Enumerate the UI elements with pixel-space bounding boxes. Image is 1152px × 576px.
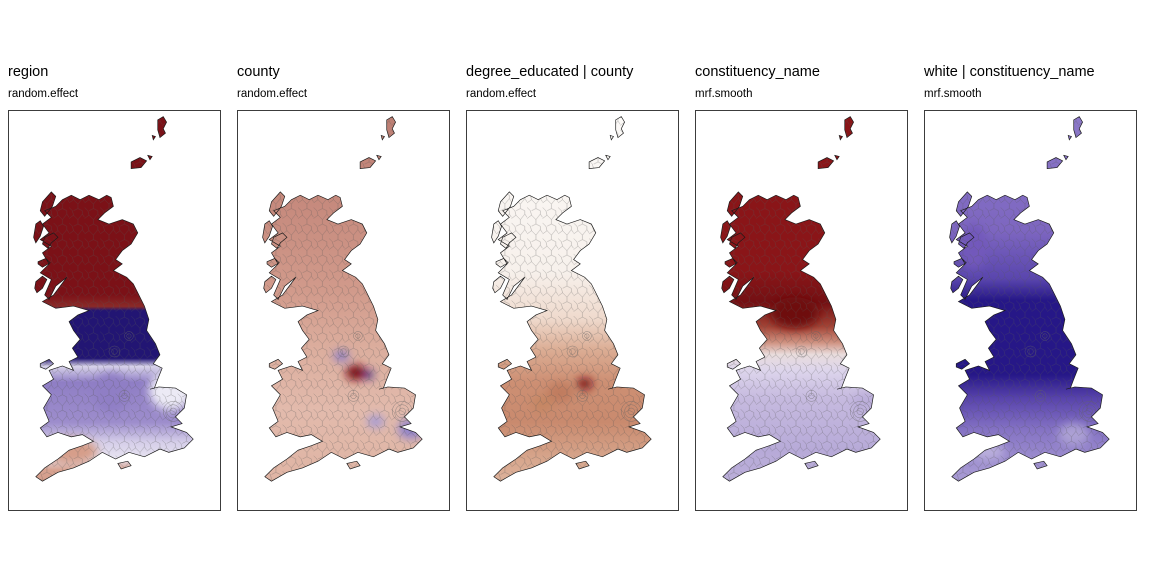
choropleth-map — [33, 115, 194, 482]
panel-subtitle: mrf.smooth — [695, 88, 753, 100]
constituency-boundaries — [33, 116, 194, 482]
map-panel-region: region random.effect — [8, 64, 221, 511]
panel-subtitle: random.effect — [237, 88, 308, 100]
panel-title: white | constituency_name — [924, 64, 1095, 80]
panel-title: constituency_name — [695, 64, 820, 80]
map-frame — [8, 110, 221, 511]
map-frame — [695, 110, 908, 511]
map-frame — [237, 110, 450, 511]
panel-title: region — [8, 64, 49, 80]
constituency-boundaries — [491, 116, 652, 482]
panel-title: county — [237, 64, 280, 80]
choropleth-map — [720, 115, 881, 482]
map-panel-white: white | constituency_name mrf.smooth — [924, 64, 1137, 511]
constituency-boundaries — [720, 116, 881, 482]
panel-row: region random.effect — [8, 64, 1137, 511]
panel-subtitle: random.effect — [8, 88, 79, 100]
map-panel-county: county random.effect — [237, 64, 450, 511]
panel-subtitle: random.effect — [466, 88, 537, 100]
choropleth-map — [262, 115, 423, 482]
panel-subtitle: mrf.smooth — [924, 88, 982, 100]
map-panel-constituency-name: constituency_name mrf.smooth — [695, 64, 908, 511]
constituency-boundaries — [262, 116, 423, 482]
map-panel-degree-educated: degree_educated | county random.effect — [466, 64, 679, 511]
map-frame — [466, 110, 679, 511]
map-frame — [924, 110, 1137, 511]
choropleth-map — [949, 115, 1110, 482]
constituency-boundaries — [949, 116, 1110, 482]
choropleth-map — [491, 115, 652, 482]
panel-title: degree_educated | county — [466, 64, 634, 80]
